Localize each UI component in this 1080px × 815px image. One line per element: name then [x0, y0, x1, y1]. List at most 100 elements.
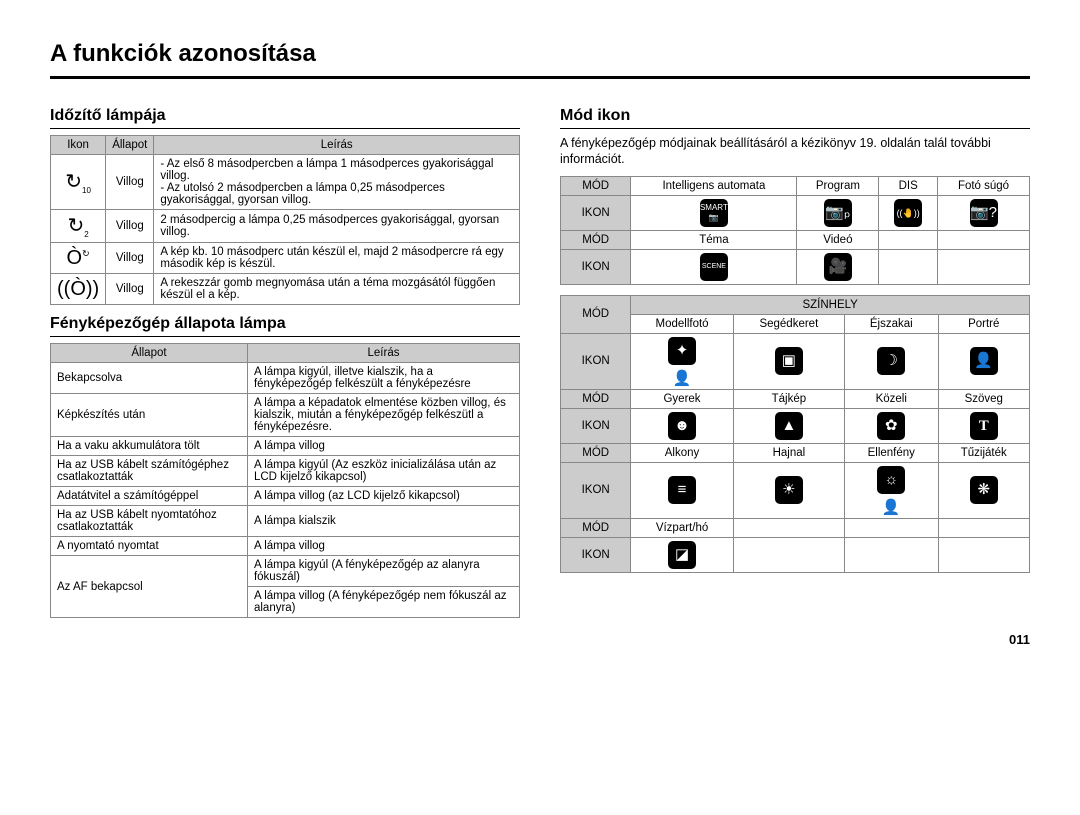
- table-row: Adatátvitel a számítógéppelA lámpa villo…: [51, 487, 520, 506]
- icon-label: IKON: [561, 462, 631, 518]
- mode-video-icon: 🎥: [797, 249, 879, 284]
- table-row: IKON SMART📷 📷ₚ ((🤚)) 📷?: [561, 195, 1030, 230]
- state-cell: Ha az USB kábelt nyomtatóhoz csatlakozta…: [51, 506, 248, 537]
- desc-cell: 2 másodpercig a lámpa 0,25 másodperces g…: [154, 210, 520, 243]
- scene-children-icon: ☻: [631, 408, 733, 443]
- state-cell: Bekapcsolva: [51, 363, 248, 394]
- mode-label: MÓD: [561, 389, 631, 408]
- scene-dawn-icon: ☀: [733, 462, 844, 518]
- scene-backlight-icon: ☼👤: [845, 462, 938, 518]
- state-cell: Ha a vaku akkumulátora tölt: [51, 437, 248, 456]
- mode-photo-help-icon: 📷?: [938, 195, 1030, 230]
- state-cell: Ha az USB kábelt számítógéphez csatlakoz…: [51, 456, 248, 487]
- left-column: Időzítő lámpája Ikon Állapot Leírás ↻10 …: [50, 97, 520, 618]
- mode-label: MÓD: [561, 295, 631, 333]
- table-row: Ha az USB kábelt nyomtatóhoz csatlakozta…: [51, 506, 520, 537]
- state-cell: Adatátvitel a számítógéppel: [51, 487, 248, 506]
- table-row: MÓD Intelligens automata Program DIS Fot…: [561, 176, 1030, 195]
- state-cell: Villog: [106, 155, 154, 210]
- mode-scene-icon: SCENE: [631, 249, 797, 284]
- table-row: Képkészítés utánA lámpa a képadatok elme…: [51, 394, 520, 437]
- table-row: MÓD Vízpart/hó: [561, 518, 1030, 537]
- mode-program-icon: 📷ₚ: [797, 195, 879, 230]
- scene-cell: Szöveg: [938, 389, 1030, 408]
- mode-label: MÓD: [561, 443, 631, 462]
- table-row: ↻10 Villog - Az első 8 másodpercben a lá…: [51, 155, 520, 210]
- mode-cell: Program: [797, 176, 879, 195]
- mode-label: MÓD: [561, 230, 631, 249]
- table-row: Az AF bekapcsolA lámpa kigyúl (A fénykép…: [51, 556, 520, 587]
- mode-cell: Videó: [797, 230, 879, 249]
- scene-cell: Segédkeret: [733, 314, 844, 333]
- mode-cell: Fotó súgó: [938, 176, 1030, 195]
- mode-dis-icon: ((🤚)): [879, 195, 938, 230]
- table-row: Ha az USB kábelt számítógéphez csatlakoz…: [51, 456, 520, 487]
- mode-cell: Intelligens automata: [631, 176, 797, 195]
- table-row: BekapcsolvaA lámpa kigyúl, illetve kials…: [51, 363, 520, 394]
- icon-label: IKON: [561, 408, 631, 443]
- icon-label: IKON: [561, 333, 631, 389]
- mode-smart-auto-icon: SMART📷: [631, 195, 797, 230]
- table-row: Ò↻ Villog A kép kb. 10 másodperc után ké…: [51, 243, 520, 274]
- desc-cell: A lámpa villog (az LCD kijelző kikapcsol…: [247, 487, 519, 506]
- scene-mode-table: MÓD SZÍNHELY Modellfotó Segédkeret Éjsza…: [560, 295, 1030, 573]
- mode-cell: Téma: [631, 230, 797, 249]
- scene-cell: Portré: [938, 314, 1030, 333]
- scene-cell: Alkony: [631, 443, 733, 462]
- table-row: ↻2 Villog 2 másodpercig a lámpa 0,25 más…: [51, 210, 520, 243]
- state-cell: Villog: [106, 243, 154, 274]
- table-header-row: Állapot Leírás: [51, 344, 520, 363]
- desc-cell: A rekeszzár gomb megnyomása után a téma …: [154, 274, 520, 305]
- table-row: IKON ◪: [561, 537, 1030, 572]
- mode-icon-description: A fényképezőgép módjainak beállításáról …: [560, 135, 1030, 168]
- page-number: 011: [50, 632, 1030, 647]
- scene-text-icon: T: [938, 408, 1030, 443]
- desc-cell: A lámpa villog (A fényképezőgép nem fóku…: [247, 587, 519, 618]
- table-row: IKON ≡ ☀ ☼👤 ❋: [561, 462, 1030, 518]
- th-desc: Leírás: [154, 136, 520, 155]
- scene-cell: Vízpart/hó: [631, 518, 733, 537]
- desc-cell: A lámpa kigyúl (Az eszköz inicializálása…: [247, 456, 519, 487]
- mode-cell: DIS: [879, 176, 938, 195]
- state-cell: Az AF bekapcsol: [51, 556, 248, 618]
- desc-cell: A lámpa villog: [247, 537, 519, 556]
- scene-cell: Közeli: [845, 389, 938, 408]
- timer-motion-icon: ((Ò)): [51, 274, 106, 305]
- section-timer-lamp-title: Időzítő lámpája: [50, 107, 520, 129]
- th-state: Állapot: [51, 344, 248, 363]
- scene-closeup-icon: ✿: [845, 408, 938, 443]
- scene-sunset-icon: ≡: [631, 462, 733, 518]
- status-lamp-table: Állapot Leírás BekapcsolvaA lámpa kigyúl…: [50, 343, 520, 618]
- timer-2s-icon: ↻2: [51, 210, 106, 243]
- th-state: Állapot: [106, 136, 154, 155]
- mode-table-main: MÓD Intelligens automata Program DIS Fot…: [560, 176, 1030, 285]
- table-row: Modellfotó Segédkeret Éjszakai Portré: [561, 314, 1030, 333]
- scene-cell: Tűzijáték: [938, 443, 1030, 462]
- desc-cell: A kép kb. 10 másodperc után készül el, m…: [154, 243, 520, 274]
- scene-landscape-icon: ▲: [733, 408, 844, 443]
- state-cell: Villog: [106, 210, 154, 243]
- mode-label: MÓD: [561, 176, 631, 195]
- scene-frame-icon: ▣: [733, 333, 844, 389]
- icon-label: IKON: [561, 195, 631, 230]
- desc-cell: - Az első 8 másodpercben a lámpa 1 másod…: [154, 155, 520, 210]
- th-icon: Ikon: [51, 136, 106, 155]
- table-header-row: Ikon Állapot Leírás: [51, 136, 520, 155]
- timer-10s-icon: ↻10: [51, 155, 106, 210]
- scene-fireworks-icon: ❋: [938, 462, 1030, 518]
- scene-cell: Hajnal: [733, 443, 844, 462]
- table-row: IKON ✦👤 ▣ ☽ 👤: [561, 333, 1030, 389]
- two-column-layout: Időzítő lámpája Ikon Állapot Leírás ↻10 …: [50, 97, 1030, 618]
- state-cell: Villog: [106, 274, 154, 305]
- table-row: ((Ò)) Villog A rekeszzár gomb megnyomása…: [51, 274, 520, 305]
- scene-beach-snow-icon: ◪: [631, 537, 733, 572]
- timer-lamp-table: Ikon Állapot Leírás ↻10 Villog - Az első…: [50, 135, 520, 305]
- icon-label: IKON: [561, 249, 631, 284]
- scene-cell: Ellenfény: [845, 443, 938, 462]
- right-column: Mód ikon A fényképezőgép módjainak beáll…: [560, 97, 1030, 618]
- desc-cell: A lámpa kialszik: [247, 506, 519, 537]
- table-row: IKON ☻ ▲ ✿ T: [561, 408, 1030, 443]
- mode-label: MÓD: [561, 518, 631, 537]
- scene-cell: Modellfotó: [631, 314, 733, 333]
- desc-cell: A lámpa kigyúl (A fényképezőgép az alany…: [247, 556, 519, 587]
